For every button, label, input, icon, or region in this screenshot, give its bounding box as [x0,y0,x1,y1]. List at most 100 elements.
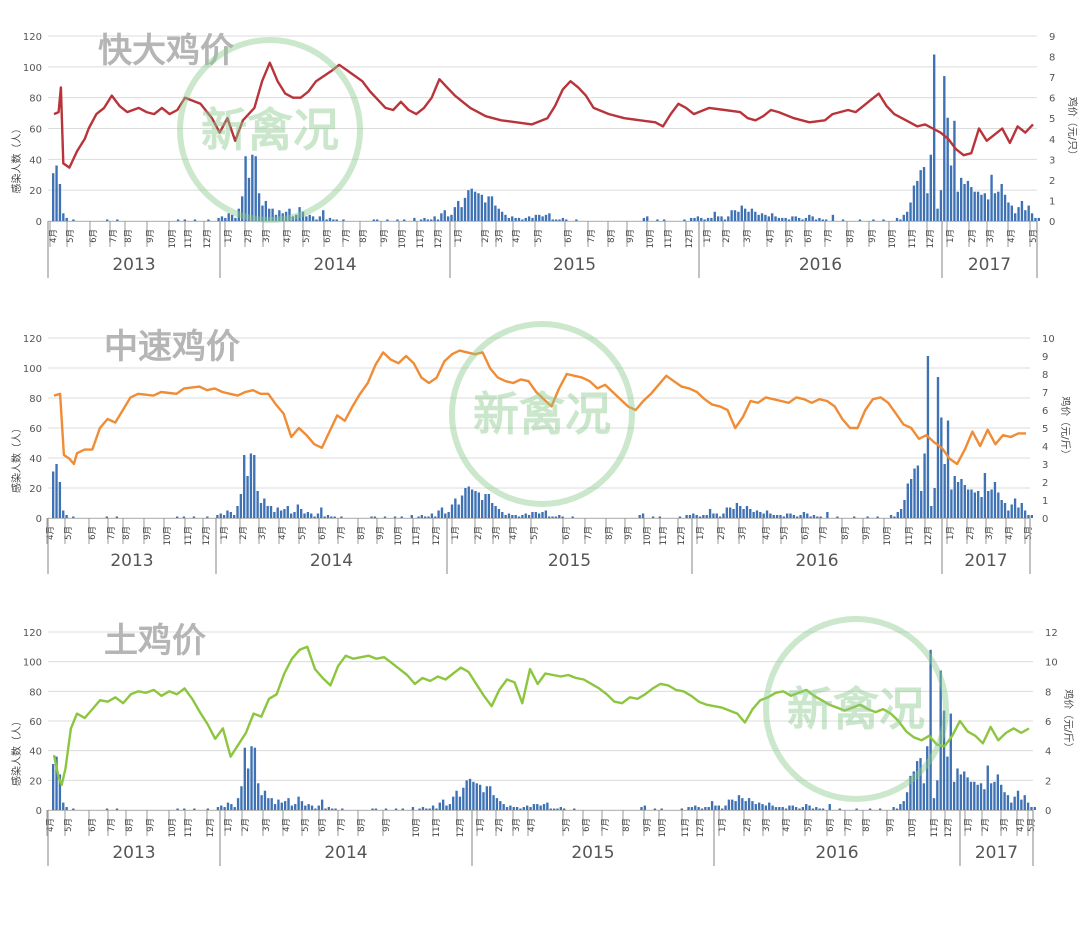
x-month-label: 2月 [239,526,249,540]
infection-bar [400,516,403,518]
price-line [53,61,1034,169]
infection-bar [72,219,75,221]
infection-bar [410,515,413,518]
y-left-tick-label: 40 [29,747,42,758]
infection-bar [418,808,421,810]
x-month-label: 5月 [530,526,540,540]
infection-bar [787,219,791,221]
infection-bar [801,807,805,810]
infection-bar [450,504,454,518]
infection-bar [899,509,903,518]
infection-bar [824,219,828,221]
infection-bar [716,216,720,221]
infection-bar [697,807,700,810]
y-left-tick-label: 80 [29,687,42,698]
infection-bar [936,377,940,518]
watermark-logo: 新禽况 [177,37,363,223]
infection-bar [52,173,55,221]
infection-bar [253,455,256,518]
infection-bar [966,489,970,518]
x-month-label: 6月 [318,818,328,832]
infection-bar [562,808,566,810]
infection-bar [997,492,1000,518]
x-month-label: 6月 [826,818,836,832]
infection-bar [717,805,720,810]
infection-bar [747,211,750,221]
infection-bar [794,216,797,221]
infection-bar [1000,500,1003,518]
infection-bar [784,217,787,221]
infection-bar [464,488,467,518]
y-right-tick-label: 0 [1049,217,1055,228]
x-month-label: 9月 [626,229,636,243]
infection-bar [217,217,220,221]
x-month-label: 3月 [492,526,502,540]
y-right-tick-label: 8 [1049,53,1055,64]
x-month-label: 5月 [66,229,76,243]
infection-bar [653,808,657,810]
infection-bar [65,807,68,810]
x-month-label: 1月 [946,526,956,540]
infection-bar [685,515,688,518]
infection-bar [905,792,909,810]
infection-bar [743,208,747,221]
y-left-tick-label: 20 [29,776,42,787]
x-year-label: 2017 [975,843,1018,863]
infection-bar [698,516,702,518]
infection-bar [490,196,494,221]
y-left-tick-label: 20 [29,484,42,495]
x-month-label: 3月 [762,818,772,832]
infection-bar [492,795,495,810]
infection-bar [804,217,808,221]
x-month-label: 2月 [474,526,484,540]
infection-bar [317,805,320,810]
infection-bar [987,491,990,518]
infection-bar [956,768,959,810]
y-right-axis-title: 鸡价（元/斤） [1059,396,1072,459]
infection-bar [453,207,457,221]
infection-bar [62,802,65,810]
infection-bar [277,799,280,810]
infection-bar [512,807,515,810]
x-month-label: 1月 [224,229,234,243]
infection-bar [705,515,708,518]
y-right-tick-label: 9 [1042,352,1048,363]
infection-bar [327,807,331,810]
infection-bar [529,807,532,810]
infection-bar [912,771,915,810]
x-month-label: 7月 [109,229,119,243]
y-left-tick-label: 60 [29,424,42,435]
infection-bar [227,213,230,221]
x-year-label: 2015 [548,551,591,571]
infection-bar [838,808,842,810]
infection-bar [58,184,62,221]
infection-bar [497,208,500,221]
infection-bar [909,775,912,810]
y-right-tick-label: 5 [1049,114,1055,125]
infection-bar [919,170,922,221]
infection-bar [393,516,397,518]
infection-bar [511,515,514,518]
infection-bar [821,808,825,810]
infection-bar [293,512,296,518]
x-month-label: 11月 [432,818,442,837]
infection-bar [734,801,737,810]
infection-bar [575,219,578,221]
infection-bar [335,219,338,221]
infection-bar [421,807,425,810]
infection-bar [244,156,247,221]
infection-bar [482,792,485,810]
infection-bar [544,510,548,518]
infection-bar [724,805,727,810]
watermark-ring [177,37,363,223]
infection-bar [300,801,304,810]
x-month-label: 11月 [681,818,691,837]
infection-bar [1020,799,1023,810]
infection-bar [303,513,306,518]
infection-bar [504,515,507,518]
infection-bar [980,497,983,518]
infection-bar [906,483,909,518]
infection-bar [485,786,489,810]
infection-bar [1027,515,1030,518]
x-month-label: 5月 [534,229,544,243]
